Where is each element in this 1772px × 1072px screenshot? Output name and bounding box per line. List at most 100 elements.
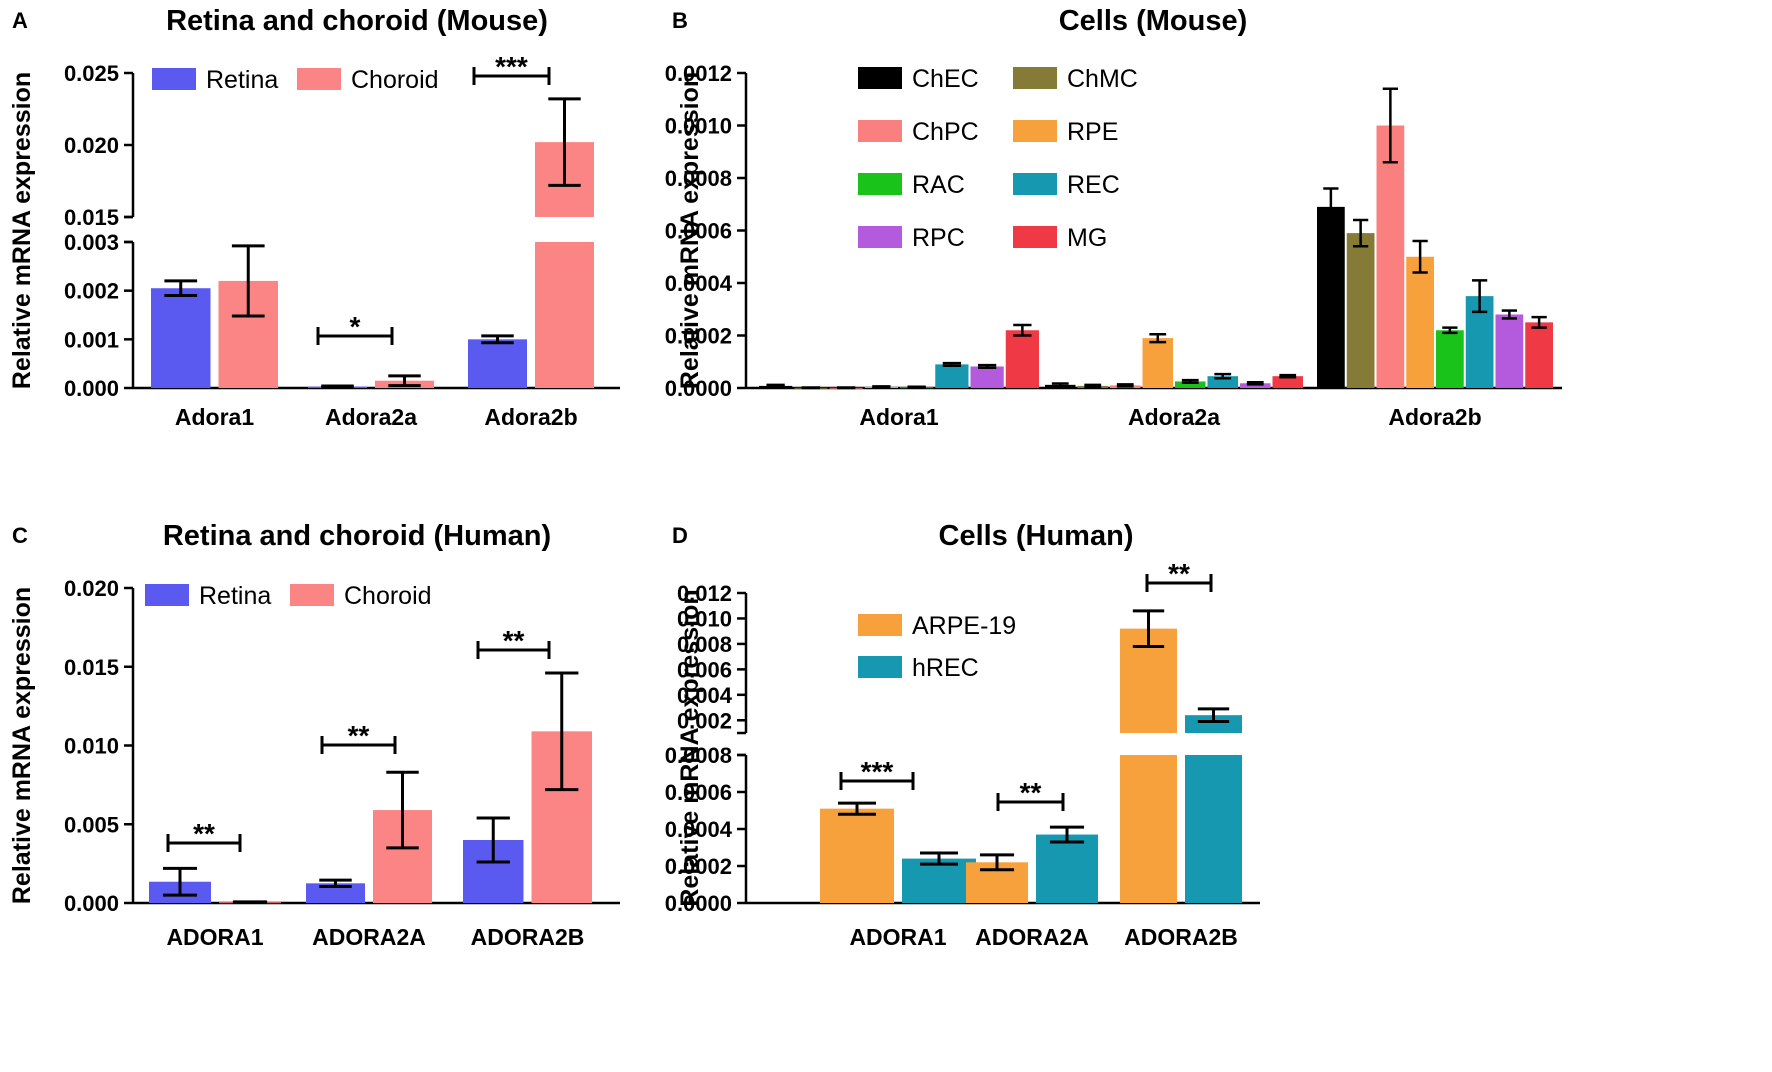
legend-swatch-rac xyxy=(858,173,902,195)
panel-letter: A xyxy=(12,8,28,33)
bar-rpe-adora2a xyxy=(1142,338,1173,388)
bar-rec-adora1 xyxy=(935,364,969,388)
bar-chec-adora2b xyxy=(1317,206,1345,388)
y-axis-label: Relative mRNA expression xyxy=(8,587,36,904)
y-tick-label: 0.0002 xyxy=(665,324,732,349)
legend-swatch-mg xyxy=(1013,226,1057,248)
legend-label: ChEC xyxy=(912,65,979,93)
x-tick-label: ADORA2A xyxy=(312,924,426,950)
legend-label: RPC xyxy=(912,224,965,252)
legend-label: MG xyxy=(1067,224,1107,252)
y-tick-label: 0.008 xyxy=(677,632,732,657)
y-tick-label: 0.0008 xyxy=(665,743,732,768)
bar-rpe-adora2b xyxy=(1406,256,1434,388)
legend-label: RAC xyxy=(912,171,965,199)
bar-arpe-19-adora2b xyxy=(1120,755,1177,903)
significance-label: *** xyxy=(495,51,528,82)
x-tick-label: Adora2a xyxy=(1128,404,1220,430)
significance-label: ** xyxy=(193,818,215,849)
significance-label: ** xyxy=(1020,777,1042,808)
y-tick-label: 0.010 xyxy=(677,606,732,631)
bar-hrec-adora2b xyxy=(1185,755,1242,903)
x-tick-label: Adora2b xyxy=(1388,404,1481,430)
legend-label: Retina xyxy=(199,582,271,610)
panel-c: C Retina and choroid (Human) Relative mRNA… xyxy=(8,520,620,950)
legend-swatch-hrec xyxy=(858,656,902,678)
bar-rpc-adora2a xyxy=(1240,383,1271,388)
legend-swatch-rpe xyxy=(1013,120,1057,142)
legend-label: REC xyxy=(1067,171,1120,199)
bar-rec-adora2a xyxy=(1207,376,1238,388)
panel-letter: C xyxy=(12,523,28,548)
y-tick-label: 0.000 xyxy=(64,376,119,401)
legend-swatch-choroid xyxy=(290,584,334,606)
legend-label: Retina xyxy=(206,66,278,94)
bar-chmc-adora2b xyxy=(1346,233,1375,388)
bar-rpc-adora1 xyxy=(970,366,1004,388)
bar-chpc-adora2b xyxy=(1376,125,1405,388)
chart-title: Retina and choroid (Mouse) xyxy=(166,5,548,37)
y-tick-label: 0.0006 xyxy=(665,219,732,244)
y-tick-label: 0.025 xyxy=(64,61,119,86)
y-tick-label: 0.010 xyxy=(64,734,119,759)
significance-label: * xyxy=(350,311,361,342)
y-tick-label: 0.004 xyxy=(677,683,733,708)
bar-hrec-adora1 xyxy=(902,858,976,903)
legend-swatch-arpe-19 xyxy=(858,614,902,636)
y-tick-label: 0.0008 xyxy=(665,166,732,191)
bar-rac-adora2b xyxy=(1436,330,1464,388)
y-tick-label: 0.003 xyxy=(64,230,119,255)
y-tick-label: 0.0004 xyxy=(665,271,733,296)
bar-rpc-adora2b xyxy=(1495,314,1524,388)
legend-label: hREC xyxy=(912,654,979,682)
legend-label: ARPE-19 xyxy=(912,612,1016,640)
bar-retina-adora2b xyxy=(468,339,527,388)
y-tick-label: 0.000 xyxy=(64,891,119,916)
legend-swatch-rec xyxy=(1013,173,1057,195)
legend-label: ChPC xyxy=(912,118,979,146)
y-tick-label: 0.006 xyxy=(677,657,732,682)
panel-a: A Retina and choroid (Mouse) Relative mRNA… xyxy=(8,5,620,430)
y-tick-label: 0.0000 xyxy=(665,891,732,916)
y-tick-label: 0.001 xyxy=(64,327,119,352)
panel-letter: D xyxy=(672,523,688,548)
y-axis-label: Relative mRNA expression xyxy=(676,589,704,906)
chart-title: Cells (Mouse) xyxy=(1059,5,1248,37)
legend-swatch-retina xyxy=(145,584,189,606)
legend-label: Choroid xyxy=(351,66,439,94)
legend-swatch-chec xyxy=(858,67,902,89)
bar-arpe-19-adora1 xyxy=(820,808,894,903)
legend-swatch-choroid xyxy=(297,68,341,90)
x-tick-label: ADORA2B xyxy=(471,924,585,950)
y-tick-label: 0.0012 xyxy=(665,61,732,86)
y-tick-label: 0.020 xyxy=(64,576,119,601)
panel-letter: B xyxy=(672,8,688,33)
significance-label: ** xyxy=(348,720,370,751)
legend-swatch-retina xyxy=(152,68,196,90)
y-tick-label: 0.0006 xyxy=(665,780,732,805)
chart-title: Cells (Human) xyxy=(939,520,1134,552)
y-tick-label: 0.0004 xyxy=(665,817,733,842)
legend-swatch-chpc xyxy=(858,120,902,142)
chart-title: Retina and choroid (Human) xyxy=(163,520,551,552)
y-tick-label: 0.005 xyxy=(64,812,119,837)
y-tick-label: 0.0000 xyxy=(665,376,732,401)
bar-mg-adora2b xyxy=(1525,322,1553,388)
significance-label: ** xyxy=(503,625,525,656)
bar-rac-adora2a xyxy=(1175,381,1206,388)
x-tick-label: ADORA2B xyxy=(1124,924,1238,950)
x-tick-label: Adora2a xyxy=(325,404,417,430)
x-tick-label: Adora1 xyxy=(175,404,254,430)
panel-b: B Cells (Mouse) Relative mRNA expression0.… xyxy=(665,5,1562,430)
y-tick-label: 0.015 xyxy=(64,655,119,680)
bar-retina-adora2a xyxy=(306,883,365,903)
bar-choroid-adora2b xyxy=(535,242,594,388)
y-tick-label: 0.0002 xyxy=(665,854,732,879)
legend-swatch-chmc xyxy=(1013,67,1057,89)
bar-mg-adora2a xyxy=(1272,376,1303,388)
bar-mg-adora1 xyxy=(1005,330,1039,388)
x-tick-label: Adora1 xyxy=(859,404,938,430)
y-axis-label: Relative mRNA expression xyxy=(8,72,36,389)
y-tick-label: 0.0010 xyxy=(665,114,732,139)
